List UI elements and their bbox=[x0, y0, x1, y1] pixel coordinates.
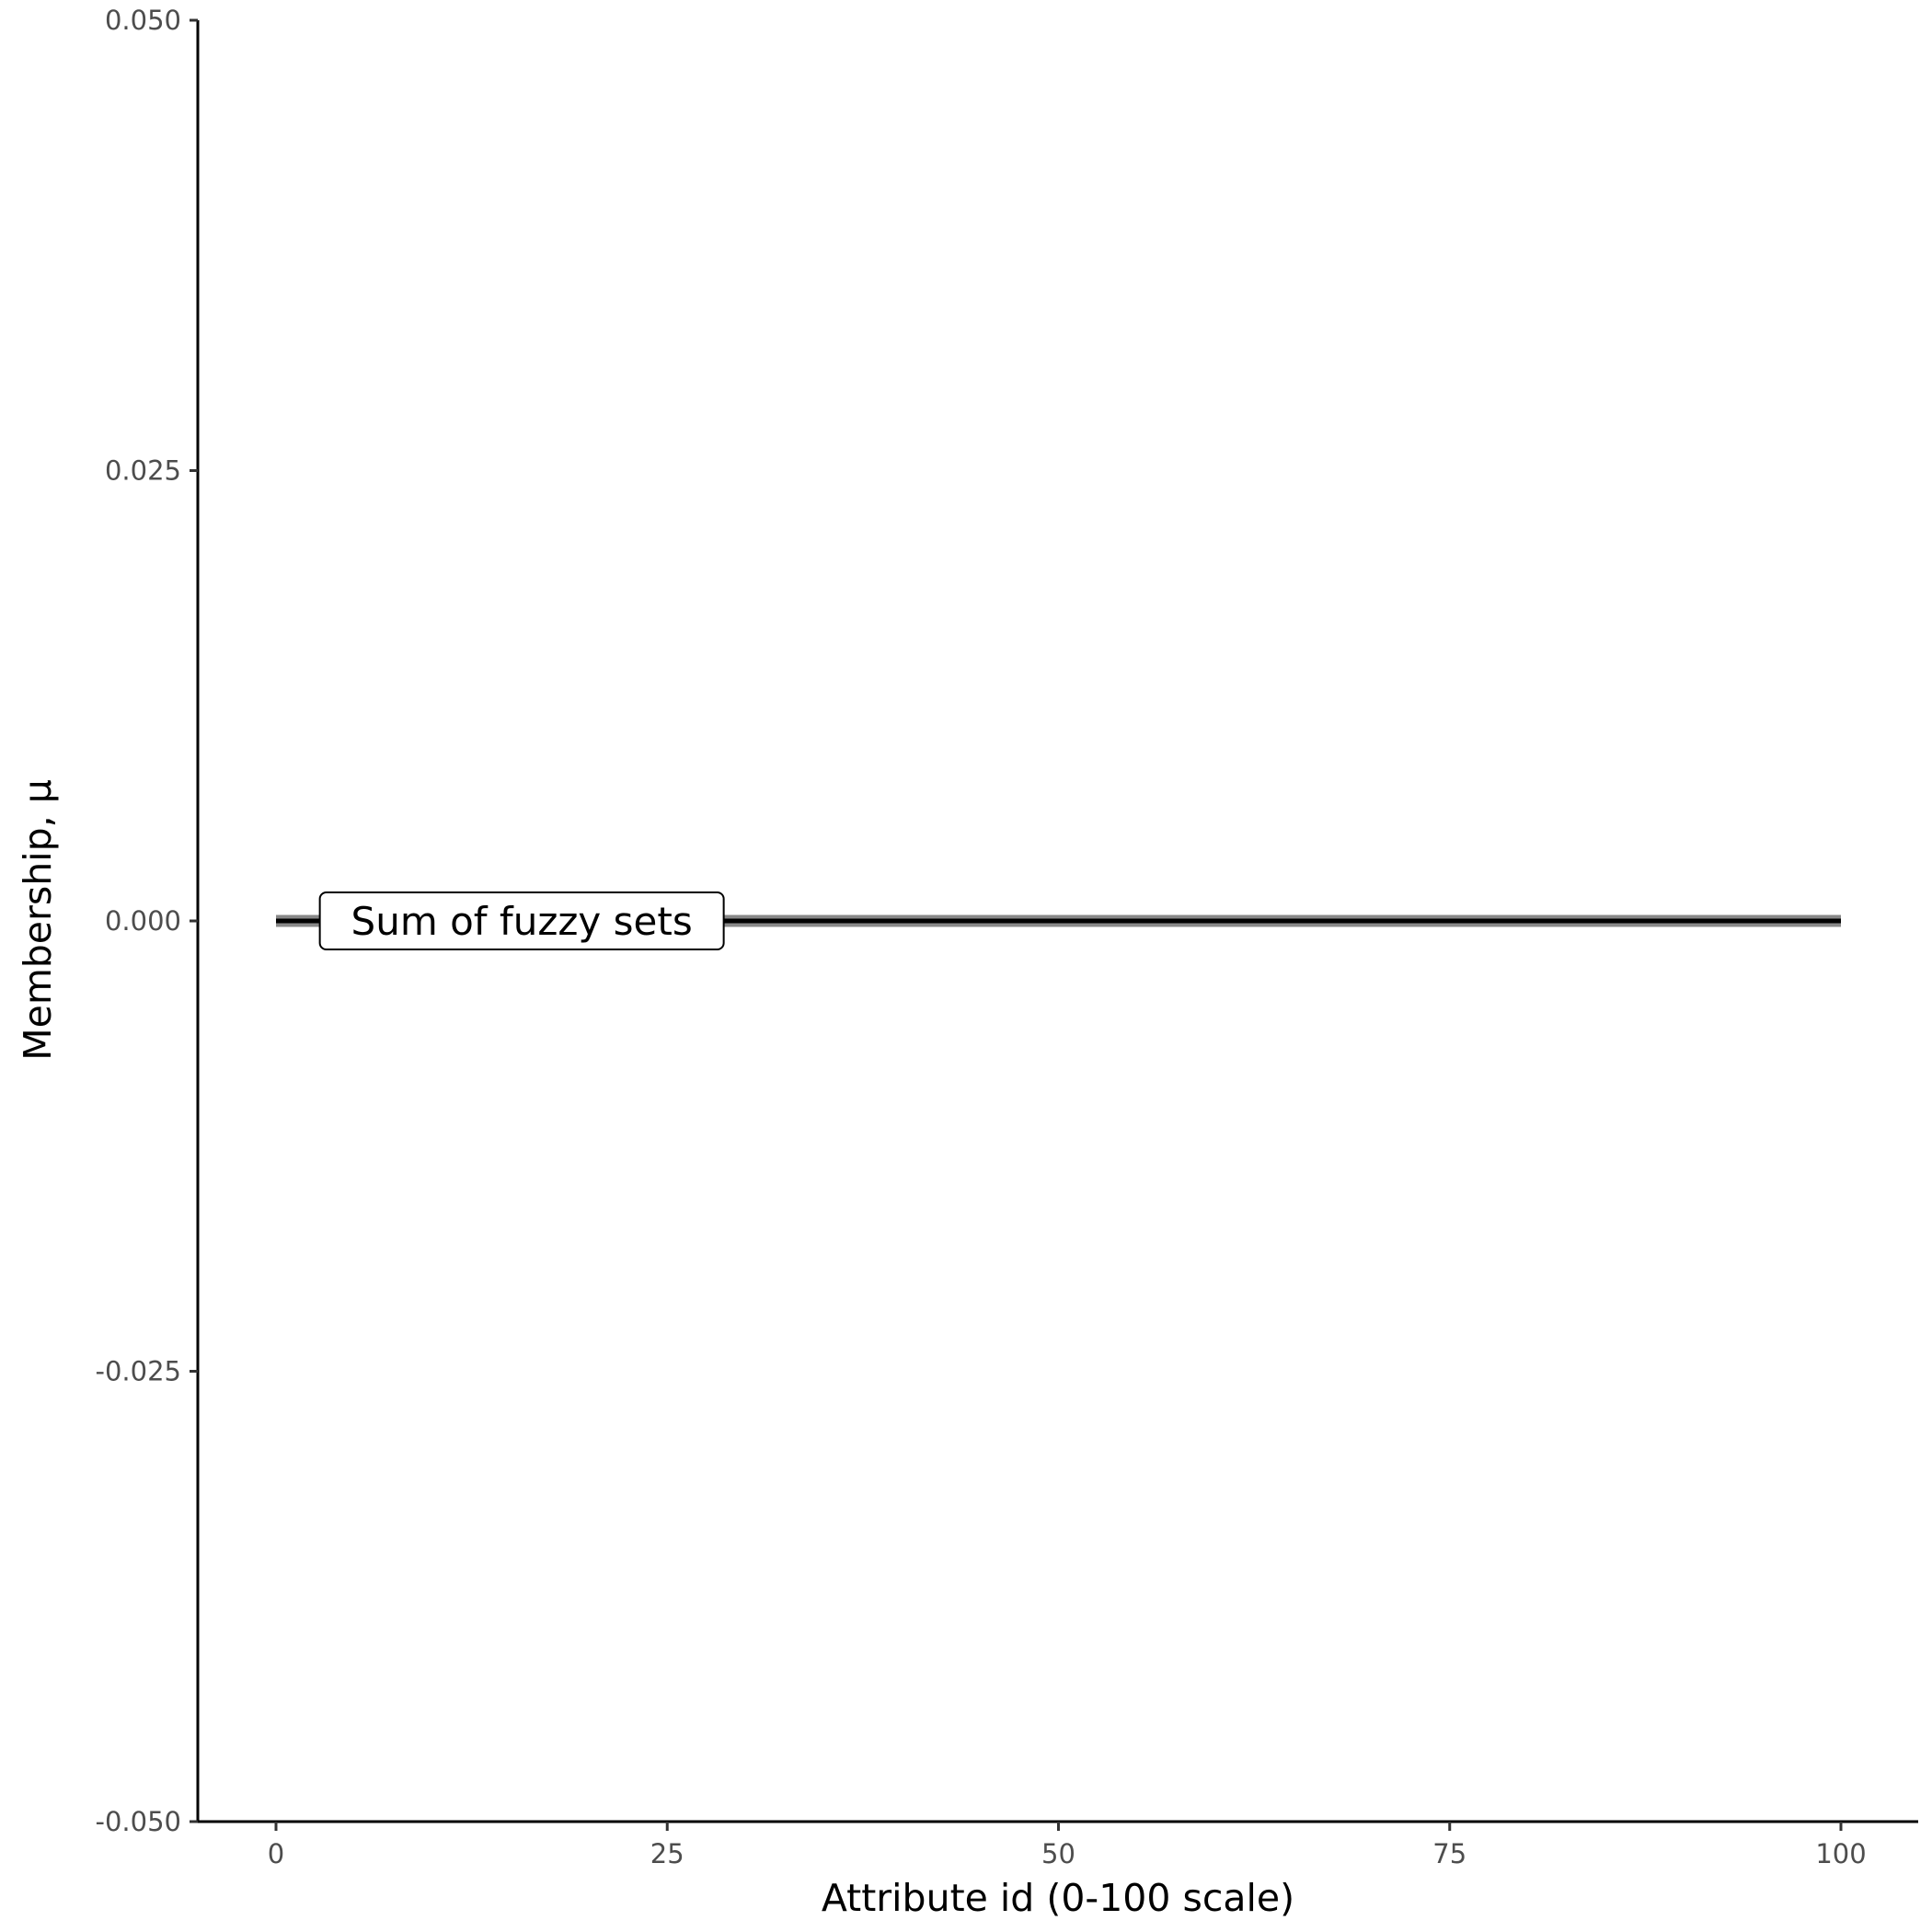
y-ticks: -0.050 -0.025 0.000 0.025 0.050 bbox=[96, 5, 198, 1837]
x-ticks: 0 25 50 75 100 bbox=[268, 1822, 1867, 1869]
y-tick-label: 0.025 bbox=[105, 455, 181, 487]
x-axis-title: Attribute id (0-100 scale) bbox=[822, 1876, 1294, 1920]
x-tick-label: 25 bbox=[650, 1838, 684, 1869]
annotation-label-box bbox=[318, 891, 725, 950]
x-tick-label: 0 bbox=[268, 1838, 284, 1869]
y-tick-label: -0.025 bbox=[96, 1356, 182, 1387]
annotation-label: Sum of fuzzy sets bbox=[351, 899, 693, 944]
x-tick-label: 50 bbox=[1041, 1838, 1075, 1869]
y-tick-label: -0.050 bbox=[96, 1806, 182, 1837]
annotations: Sum of fuzzy sets bbox=[318, 891, 725, 950]
y-axis-title: Membership, μ bbox=[16, 779, 60, 1061]
x-tick-label: 100 bbox=[1815, 1838, 1866, 1869]
y-tick-label: 0.050 bbox=[105, 5, 181, 36]
y-tick-label: 0.000 bbox=[105, 905, 181, 937]
x-tick-label: 75 bbox=[1432, 1838, 1466, 1869]
